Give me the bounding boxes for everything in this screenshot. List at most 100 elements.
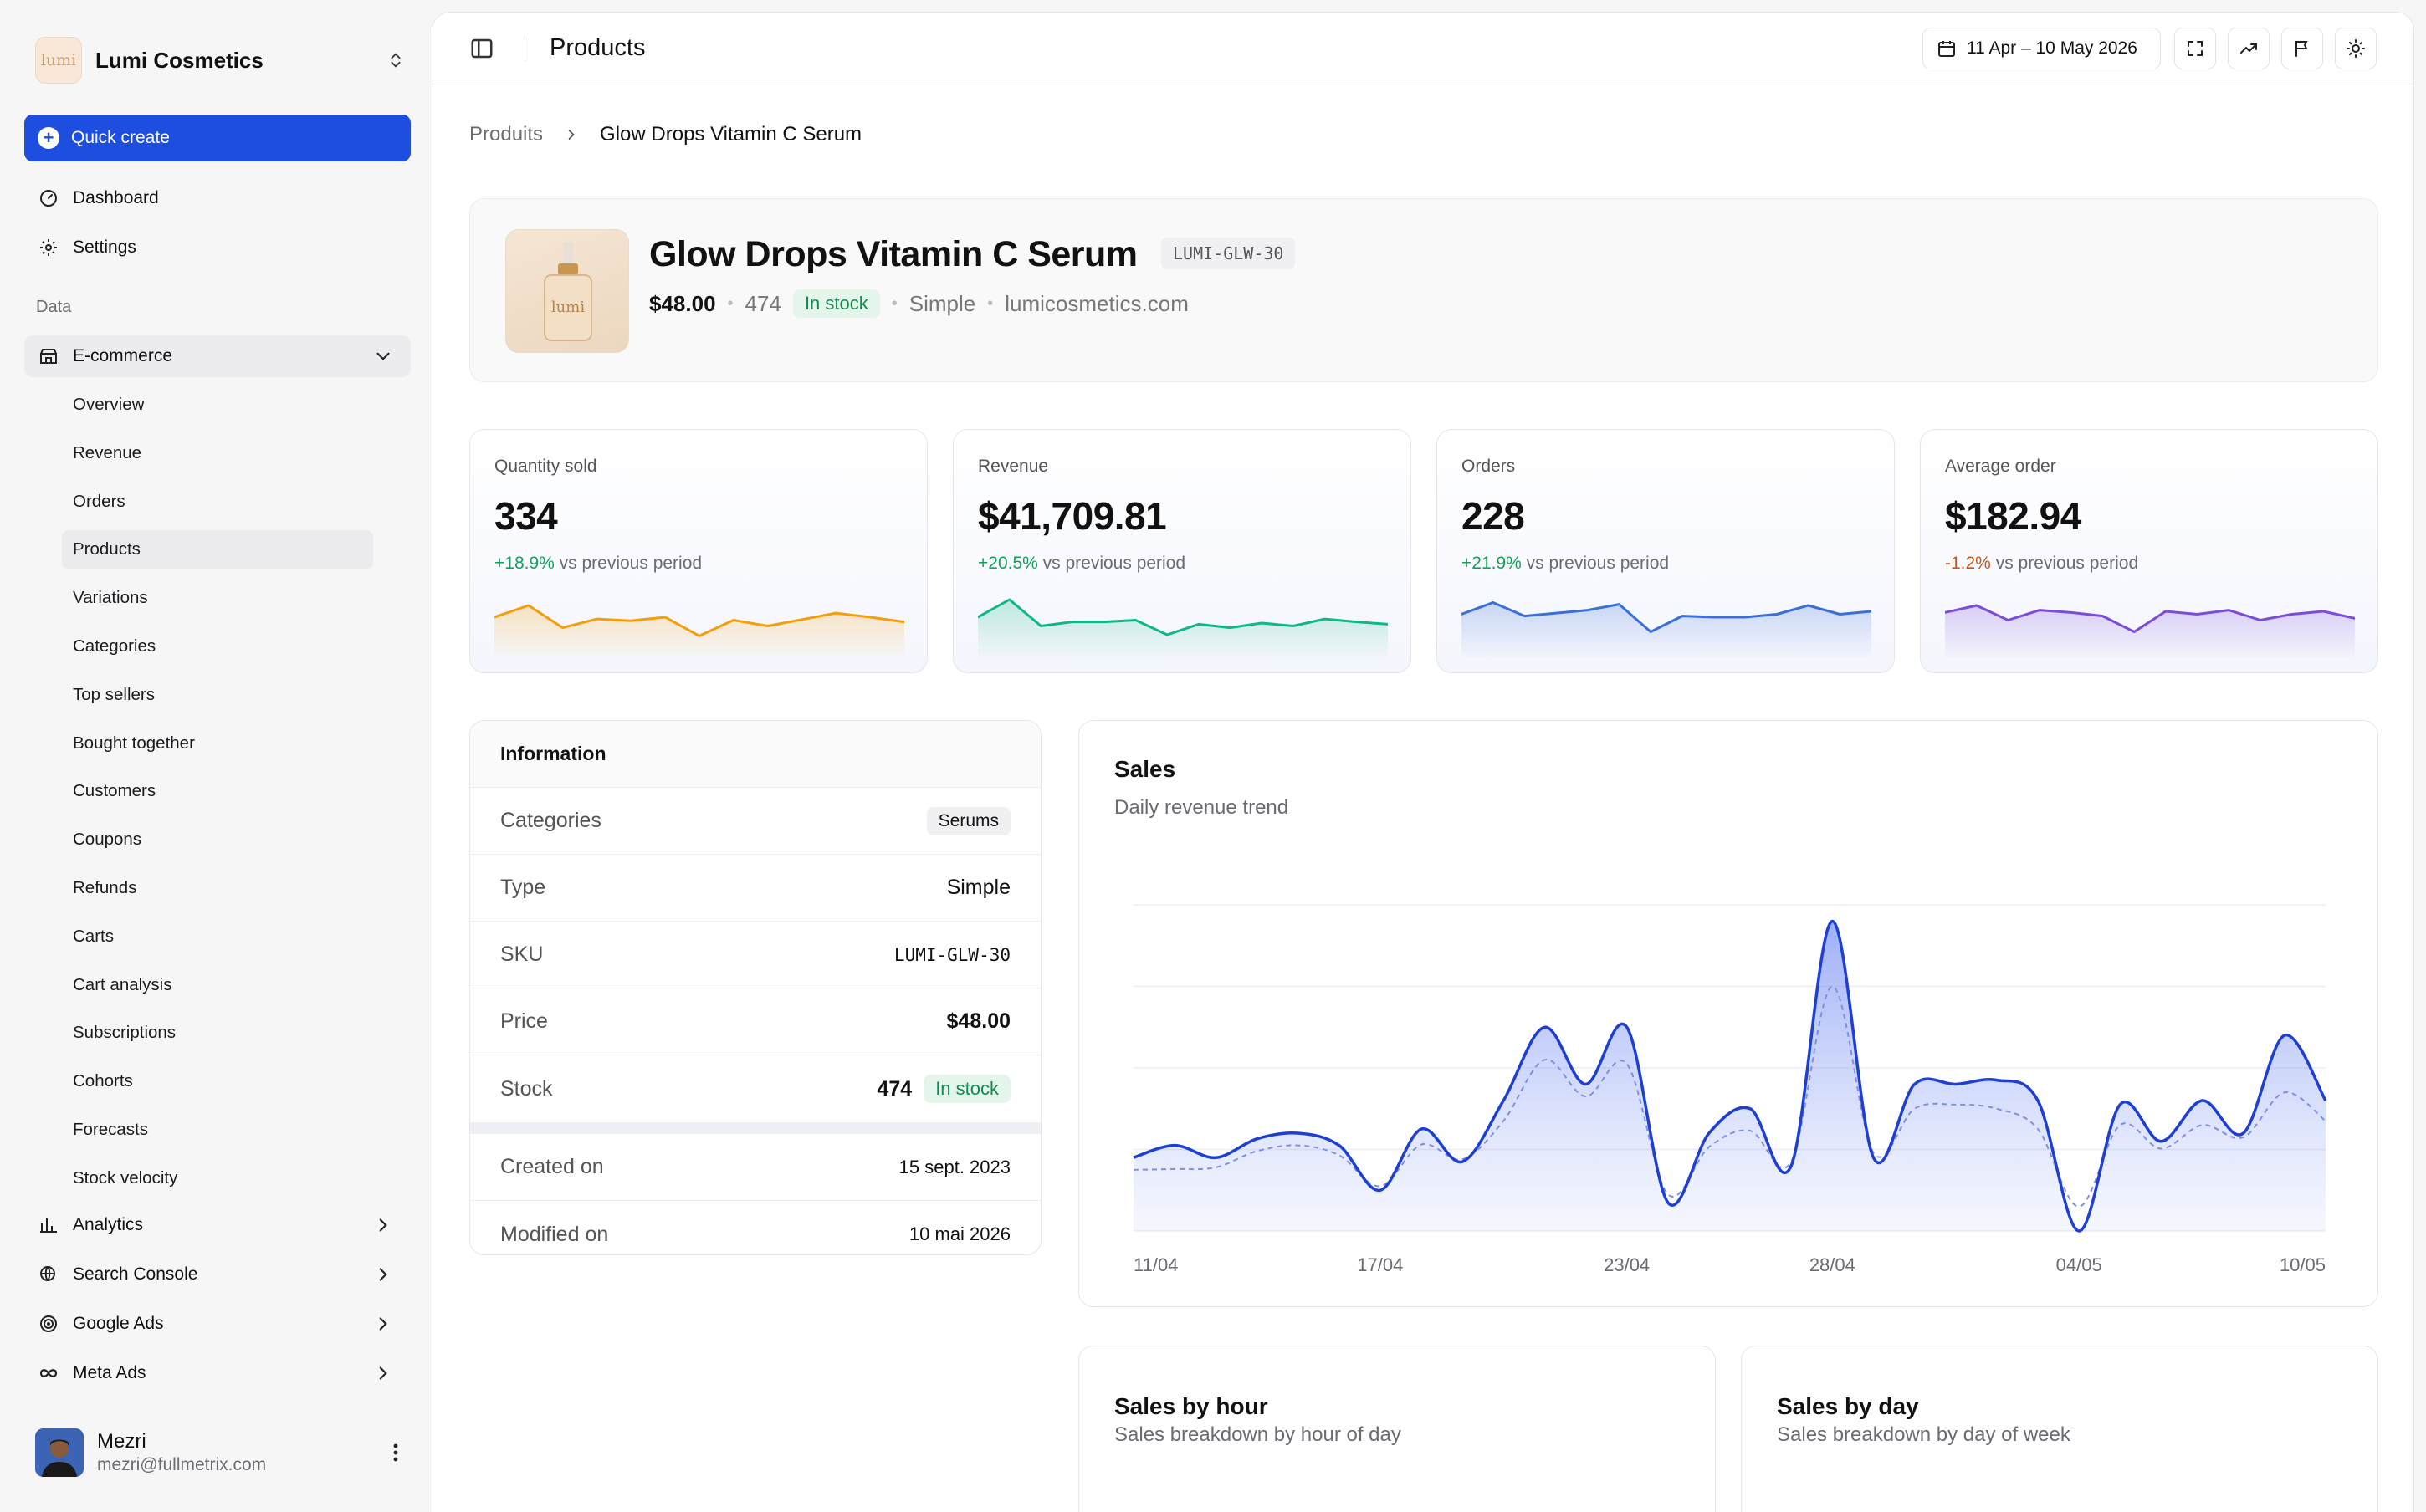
- sidebar-item-carts[interactable]: Carts: [73, 926, 114, 946]
- product-price: $48.00: [649, 290, 716, 316]
- info-row-sku: SKU LUMI-GLW-30: [470, 922, 1041, 988]
- info-key: SKU: [500, 942, 544, 966]
- sidebar-item-variations[interactable]: Variations: [73, 588, 148, 608]
- sales-by-day-card: Sales by day Sales breakdown by day of w…: [1741, 1346, 2378, 1512]
- chevron-right-icon: [379, 1218, 387, 1232]
- chevron-down-icon: [376, 352, 390, 360]
- kpi-label: Orders: [1461, 457, 1516, 476]
- date-range-label: 11 Apr – 10 May 2026: [1967, 38, 2137, 58]
- stock-status-badge: In stock: [924, 1075, 1011, 1103]
- date-range-button[interactable]: 11 Apr – 10 May 2026: [1922, 28, 2161, 69]
- information-card: Information Categories Serums Type Simpl…: [469, 720, 1042, 1255]
- sidebar-item-categories[interactable]: Categories: [73, 636, 156, 656]
- chart-subtitle: Daily revenue trend: [1114, 796, 1289, 819]
- quick-create-button[interactable]: + Quick create: [24, 115, 411, 161]
- sku-badge: LUMI-GLW-30: [1161, 238, 1296, 269]
- product-domain[interactable]: lumicosmetics.com: [1005, 290, 1189, 316]
- sidebar-item-stock-velocity[interactable]: Stock velocity: [73, 1167, 178, 1188]
- sidebar-item-top-sellers[interactable]: Top sellers: [73, 684, 155, 704]
- flag-icon: [2295, 41, 2308, 57]
- kpi-card-orders: Orders 228 +21.9% vs previous period: [1436, 429, 1895, 673]
- user-name: Mezri: [97, 1430, 146, 1453]
- sparkline: [494, 604, 904, 657]
- nav-group-analytics[interactable]: Analytics: [24, 1204, 411, 1246]
- series-line-comparison: [1133, 985, 2326, 1208]
- sidebar-item-subscriptions[interactable]: Subscriptions: [73, 1023, 177, 1043]
- breadcrumb-link[interactable]: Produits: [469, 123, 544, 146]
- calendar-icon: [1938, 41, 1955, 57]
- sidebar-item-forecasts[interactable]: Forecasts: [73, 1120, 148, 1139]
- sidebar-item-orders[interactable]: Orders: [73, 491, 125, 511]
- brand-logo: lumi: [35, 37, 82, 84]
- nav-item-dashboard[interactable]: Dashboard: [24, 177, 411, 219]
- sidebar-item-cart-analysis[interactable]: Cart analysis: [73, 974, 172, 994]
- kpi-label: Revenue: [978, 457, 1049, 476]
- sparkline: [1945, 604, 2355, 657]
- kpi-delta: -1.2% vs previous period: [1945, 554, 2138, 574]
- divider: [470, 1122, 1041, 1134]
- globe-search-icon: [36, 1262, 61, 1287]
- sparkline-area: [1461, 602, 1871, 657]
- nav-group-search-console[interactable]: Search Console: [24, 1254, 411, 1295]
- sidebar-item-revenue[interactable]: Revenue: [73, 442, 142, 462]
- breadcrumb: Produits Glow Drops Vitamin C Serum: [469, 123, 862, 146]
- more-vertical-icon[interactable]: [383, 1440, 408, 1465]
- info-value: Simple: [946, 876, 1011, 899]
- card-title: Sales by day: [1777, 1393, 1919, 1419]
- sidebar-item-overview[interactable]: Overview: [73, 395, 145, 414]
- kpi-delta-suffix: vs previous period: [1042, 554, 1186, 573]
- info-row-type: Type Simple: [470, 855, 1041, 922]
- x-tick-label: 11/04: [1134, 1254, 1178, 1275]
- x-tick-label: 10/05: [2280, 1254, 2326, 1275]
- page-title: Products: [550, 34, 646, 61]
- kpi-card-quantity: Quantity sold 334 +18.9% vs previous per…: [469, 429, 928, 673]
- user-email: mezri@fullmetrix.com: [97, 1455, 267, 1474]
- kpi-delta: +18.9% vs previous period: [494, 554, 702, 574]
- kpi-value: 228: [1461, 494, 1525, 538]
- kpi-delta-value: +21.9%: [1461, 554, 1522, 573]
- avatar: [35, 1428, 84, 1477]
- sidebar-item-products[interactable]: Products: [62, 530, 373, 570]
- sidebar-item-customers[interactable]: Customers: [73, 781, 156, 801]
- info-row-price: Price $48.00: [470, 988, 1041, 1055]
- info-row-created: Created on 15 sept. 2023: [470, 1134, 1041, 1201]
- sparkline-line: [1461, 601, 1871, 633]
- chevron-right-icon: [379, 1268, 387, 1281]
- kpi-value: 334: [494, 494, 558, 538]
- sidebar-item-refunds[interactable]: Refunds: [73, 878, 137, 897]
- nav-item-label: Dashboard: [73, 188, 159, 207]
- nav-group-google-ads[interactable]: Google Ads: [24, 1303, 411, 1345]
- product-image-logo: lumi: [551, 299, 585, 316]
- fullscreen-button[interactable]: [2174, 28, 2216, 69]
- kpi-value: $41,709.81: [978, 494, 1167, 538]
- topbar: Products 11 Apr – 10 May 2026: [432, 13, 2413, 84]
- sidebar-toggle-icon[interactable]: [469, 36, 494, 61]
- x-tick-label: 23/04: [1604, 1254, 1650, 1275]
- kpi-card-revenue: Revenue $41,709.81 +20.5% vs previous pe…: [953, 429, 1411, 673]
- workspace-switcher[interactable]: lumi Lumi Cosmetics: [35, 37, 408, 84]
- nav-item-settings[interactable]: Settings: [24, 227, 411, 268]
- sidebar-item-bought-together[interactable]: Bought together: [73, 733, 195, 753]
- flag-button[interactable]: [2281, 28, 2323, 69]
- trend-button[interactable]: [2228, 28, 2270, 69]
- kpi-delta: +21.9% vs previous period: [1461, 554, 1669, 574]
- sidebar: lumi Lumi Cosmetics + Quick create Dashb…: [0, 0, 432, 1512]
- store-icon: [36, 344, 61, 369]
- sidebar-item-cohorts[interactable]: Cohorts: [73, 1071, 133, 1091]
- info-key: Created on: [500, 1155, 604, 1178]
- brand-name: Lumi Cosmetics: [95, 47, 264, 73]
- nav-group-label: Meta Ads: [73, 1363, 146, 1382]
- product-header: lumi Glow Drops Vitamin C Serum LUMI-GLW…: [469, 198, 2378, 382]
- series-area: [1134, 921, 2326, 1232]
- nav-group-meta-ads[interactable]: Meta Ads: [24, 1352, 411, 1394]
- category-chip[interactable]: Serums: [926, 806, 1011, 835]
- info-row-stock: Stock 474 In stock: [470, 1055, 1041, 1122]
- nav-group-ecommerce[interactable]: E-commerce: [24, 335, 411, 377]
- info-key: Price: [500, 1009, 548, 1033]
- product-stock: 474: [745, 290, 781, 316]
- theme-toggle-button[interactable]: [2335, 28, 2377, 69]
- sidebar-item-coupons[interactable]: Coupons: [73, 830, 142, 850]
- user-menu[interactable]: Mezri mezri@fullmetrix.com: [35, 1427, 408, 1479]
- sales-chart[interactable]: 11/04 17/04 23/04 28/04 04/05 10/05: [1079, 721, 2378, 1307]
- trending-up-icon: [2240, 43, 2257, 54]
